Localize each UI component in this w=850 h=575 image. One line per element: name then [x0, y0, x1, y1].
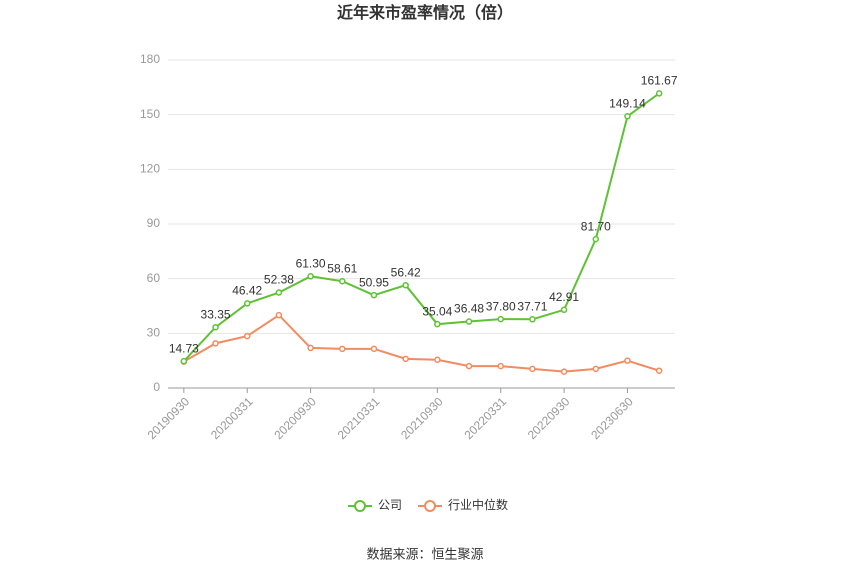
data-point [465, 318, 473, 325]
data-label: 33.35 [201, 307, 231, 321]
series-line [183, 313, 660, 373]
data-label: 46.42 [232, 284, 262, 298]
x-tick-label: 20220331 [461, 394, 509, 442]
data-point [624, 112, 631, 120]
data-label: 37.80 [486, 299, 516, 313]
data-label: 161.67 [641, 74, 678, 88]
data-label: 14.73 [169, 341, 199, 355]
source-note: 数据来源：恒生聚源 [366, 546, 483, 561]
data-label: 81.70 [581, 219, 611, 233]
data-point [275, 311, 283, 319]
data-label: 58.61 [327, 261, 357, 275]
x-tick-label: 20200930 [271, 394, 319, 442]
data-point [307, 273, 314, 280]
y-tick-label: 60 [147, 271, 161, 285]
data-point [370, 291, 378, 299]
chart-title: 近年来市盈率情况（倍） [337, 3, 513, 22]
data-point [560, 368, 568, 375]
legend-marker [354, 500, 366, 512]
legend-item: 行业中位数 [418, 497, 508, 512]
x-tick-label: 20190930 [145, 394, 193, 442]
data-point [624, 357, 631, 364]
data-label: 149.14 [609, 96, 646, 110]
data-point [212, 323, 219, 331]
series-line [183, 92, 660, 362]
data-point [339, 345, 346, 353]
data-point [243, 300, 251, 307]
data-point [370, 345, 378, 353]
legend-label: 行业中位数 [448, 497, 508, 512]
x-tick-label: 20200331 [208, 394, 256, 442]
data-label: 56.42 [391, 265, 421, 279]
data-point [592, 235, 600, 243]
x-tick-label: 20210331 [335, 394, 383, 442]
data-label: 36.48 [454, 302, 484, 316]
data-label: 37.71 [517, 299, 547, 313]
data-point [592, 365, 600, 373]
data-point [529, 365, 536, 373]
data-point [275, 289, 283, 296]
data-label: 35.04 [422, 304, 452, 318]
data-point [655, 367, 663, 374]
y-tick-label: 180 [140, 52, 160, 66]
data-label: 52.38 [264, 273, 294, 287]
data-point [529, 316, 536, 323]
data-label: 50.95 [359, 275, 389, 289]
x-tick-label: 20220930 [525, 394, 573, 442]
legend-item: 公司 [348, 498, 402, 512]
data-point [560, 306, 568, 314]
data-point [212, 340, 219, 347]
y-tick-label: 90 [147, 216, 161, 230]
legend-marker [424, 500, 437, 512]
data-point [402, 281, 409, 289]
data-point [180, 357, 188, 365]
y-tick-label: 150 [140, 107, 160, 121]
data-label: 42.91 [549, 290, 579, 304]
x-tick-label: 20230630 [588, 394, 636, 442]
data-point [434, 320, 441, 328]
x-tick-label: 20210930 [398, 394, 446, 442]
y-tick-label: 30 [147, 326, 161, 340]
data-point [339, 277, 346, 285]
data-point [402, 355, 409, 363]
data-point [307, 344, 314, 352]
data-point [655, 90, 663, 97]
data-point [497, 362, 504, 370]
legend-label: 公司 [378, 498, 402, 512]
data-point [243, 332, 251, 340]
y-tick-label: 0 [153, 380, 160, 394]
y-tick-label: 120 [140, 162, 160, 176]
data-point [434, 356, 441, 364]
data-point [465, 362, 473, 370]
data-label: 61.30 [296, 256, 326, 270]
data-point [497, 315, 504, 323]
